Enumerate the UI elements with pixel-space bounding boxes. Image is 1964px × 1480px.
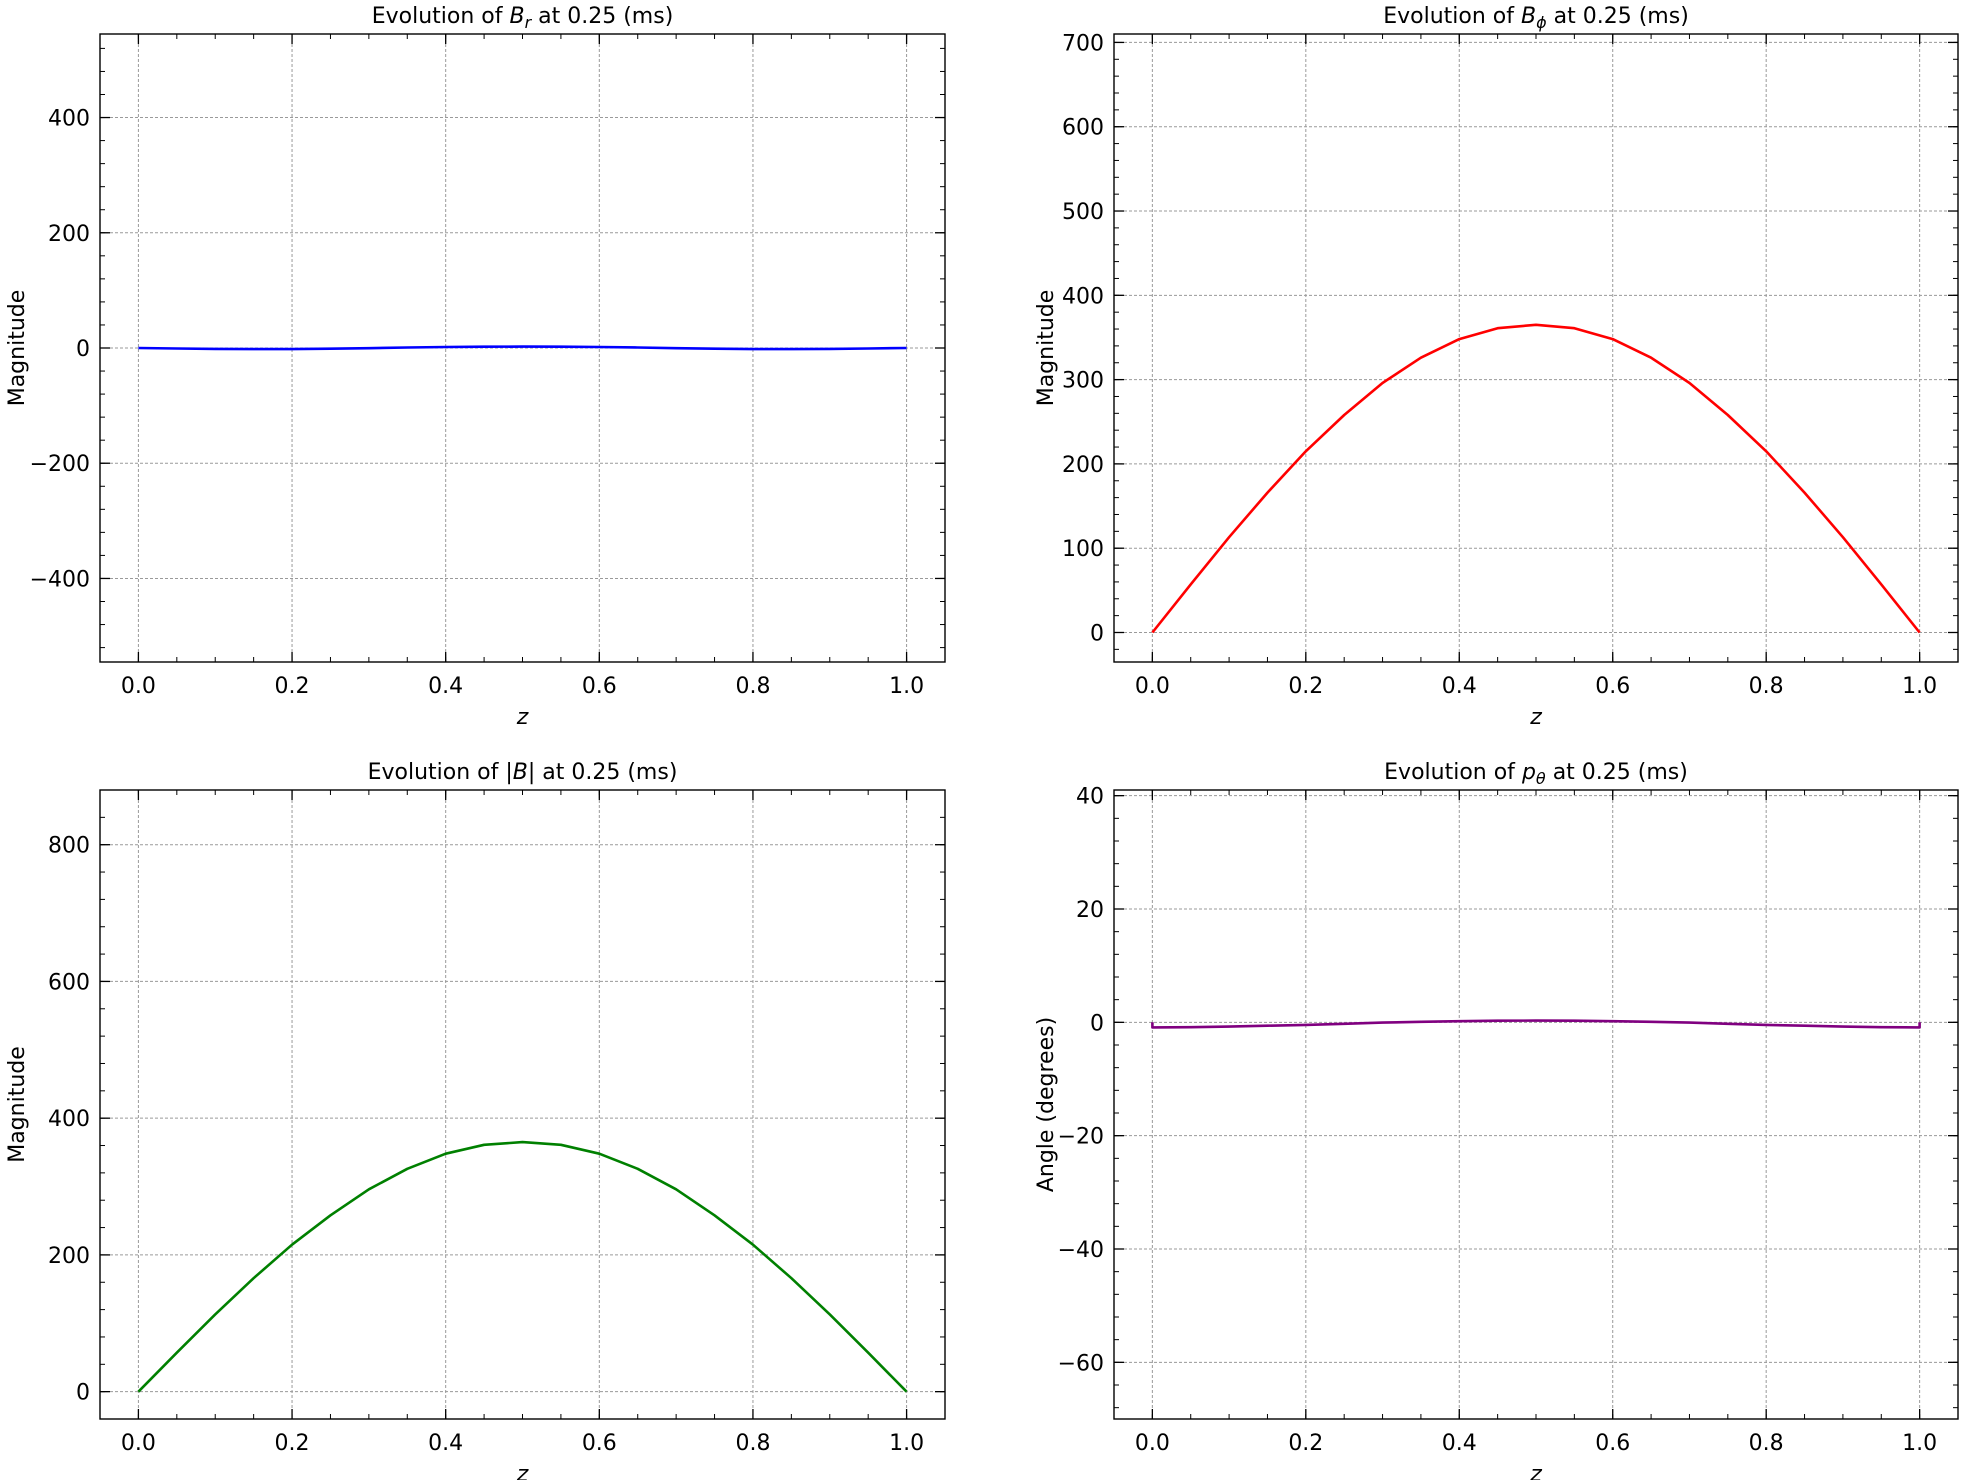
plot-frame [1113, 789, 1959, 1420]
x-tick-label: 0.8 [735, 1431, 770, 1456]
x-tick-label: 0.6 [582, 674, 617, 699]
y-tick-label: 600 [1062, 116, 1104, 141]
chart-title: Evolution of pθ at 0.25 (ms) [1384, 760, 1688, 788]
y-tick-label: 0 [1090, 621, 1104, 646]
y-tick-label: 200 [48, 222, 90, 247]
y-tick-label: 800 [48, 834, 90, 859]
x-tick-label: 0.0 [1135, 1431, 1170, 1456]
x-tick-label: 0.2 [275, 674, 310, 699]
y-axis-label: Magnitude [1034, 290, 1059, 407]
chart-title: Evolution of Bϕ at 0.25 (ms) [1383, 4, 1689, 32]
y-tick-label: 400 [48, 1107, 90, 1132]
x-tick-label: 0.0 [121, 1431, 156, 1456]
y-tick-label: 400 [48, 107, 90, 132]
y-axis-label: Magnitude [5, 290, 30, 407]
x-tick-label: 0.8 [1749, 674, 1784, 699]
x-axis-label: z [1529, 705, 1542, 730]
x-tick-label: 0.8 [735, 674, 770, 699]
chart-panel-2: 0.0 0.2 0.4 0.6 0.8 1.0 0 100 200 300 400 500 600 700… [1034, 4, 1959, 730]
y-tick-label: 0 [76, 1381, 90, 1406]
series-line-1 [138, 345, 907, 351]
x-tick-label: 0.6 [1595, 1431, 1630, 1456]
x-tick-label: 0.4 [1442, 674, 1477, 699]
chart-title: Evolution of |B| at 0.25 (ms) [368, 760, 678, 785]
x-tick-label: 0.4 [428, 1431, 463, 1456]
x-tick-label: 0.0 [1135, 674, 1170, 699]
x-tick-label: 0.6 [582, 1431, 617, 1456]
y-tick-label: 400 [1062, 284, 1104, 309]
chart-panel-1: 0.0 0.2 0.4 0.6 0.8 1.0 −400 −200 0 200 400 Evoluti… [5, 4, 946, 730]
y-tick-label: 20 [1076, 898, 1104, 923]
x-tick-label: 0.2 [1288, 674, 1323, 699]
chart-panel-3: 0.0 0.2 0.4 0.6 0.8 1.0 0 200 400 600 800 Evolution… [5, 760, 946, 1480]
y-tick-label: −400 [30, 567, 90, 592]
x-tick-label: 0.0 [121, 674, 156, 699]
x-tick-label: 0.2 [275, 1431, 310, 1456]
x-tick-label: 1.0 [1902, 1431, 1937, 1456]
x-tick-label: 0.4 [1442, 1431, 1477, 1456]
x-axis-label: z [1529, 1462, 1542, 1480]
plot-frame [99, 33, 946, 663]
x-tick-label: 0.8 [1749, 1431, 1784, 1456]
chart-title: Evolution of Br at 0.25 (ms) [372, 4, 674, 32]
x-tick-label: 0.6 [1595, 674, 1630, 699]
x-axis-label: z [516, 1462, 529, 1480]
y-tick-label: −200 [30, 452, 90, 477]
plot-frame [1113, 33, 1959, 663]
series-line-1 [1151, 323, 1921, 634]
y-tick-label: 100 [1062, 537, 1104, 562]
y-tick-label: 700 [1062, 31, 1104, 56]
x-tick-label: 0.2 [1288, 1431, 1323, 1456]
plot-frame [99, 789, 946, 1420]
y-tick-label: −40 [1058, 1238, 1104, 1263]
y-tick-label: −20 [1058, 1125, 1104, 1150]
x-tick-label: 0.4 [428, 674, 463, 699]
y-tick-label: 500 [1062, 200, 1104, 225]
y-tick-label: 40 [1076, 785, 1104, 810]
y-tick-label: −60 [1058, 1351, 1104, 1376]
x-tick-label: 1.0 [889, 674, 924, 699]
y-tick-label: 300 [1062, 369, 1104, 394]
chart-panel-4: 0.0 0.2 0.4 0.6 0.8 1.0 −60 −40 −20 0 20 40 Evolutio… [1034, 760, 1959, 1480]
x-tick-label: 1.0 [1902, 674, 1937, 699]
x-axis-label: z [516, 705, 529, 730]
x-tick-label: 1.0 [889, 1431, 924, 1456]
y-tick-label: 0 [76, 337, 90, 362]
y-tick-label: 200 [48, 1244, 90, 1269]
y-tick-label: 600 [48, 970, 90, 995]
y-tick-label: 0 [1090, 1011, 1104, 1036]
y-axis-label: Magnitude [5, 1046, 30, 1163]
series-line-1 [1151, 1019, 1921, 1029]
y-axis-label: Angle (degrees) [1034, 1017, 1059, 1192]
y-tick-label: 200 [1062, 453, 1104, 478]
series-line-1 [137, 1140, 908, 1393]
